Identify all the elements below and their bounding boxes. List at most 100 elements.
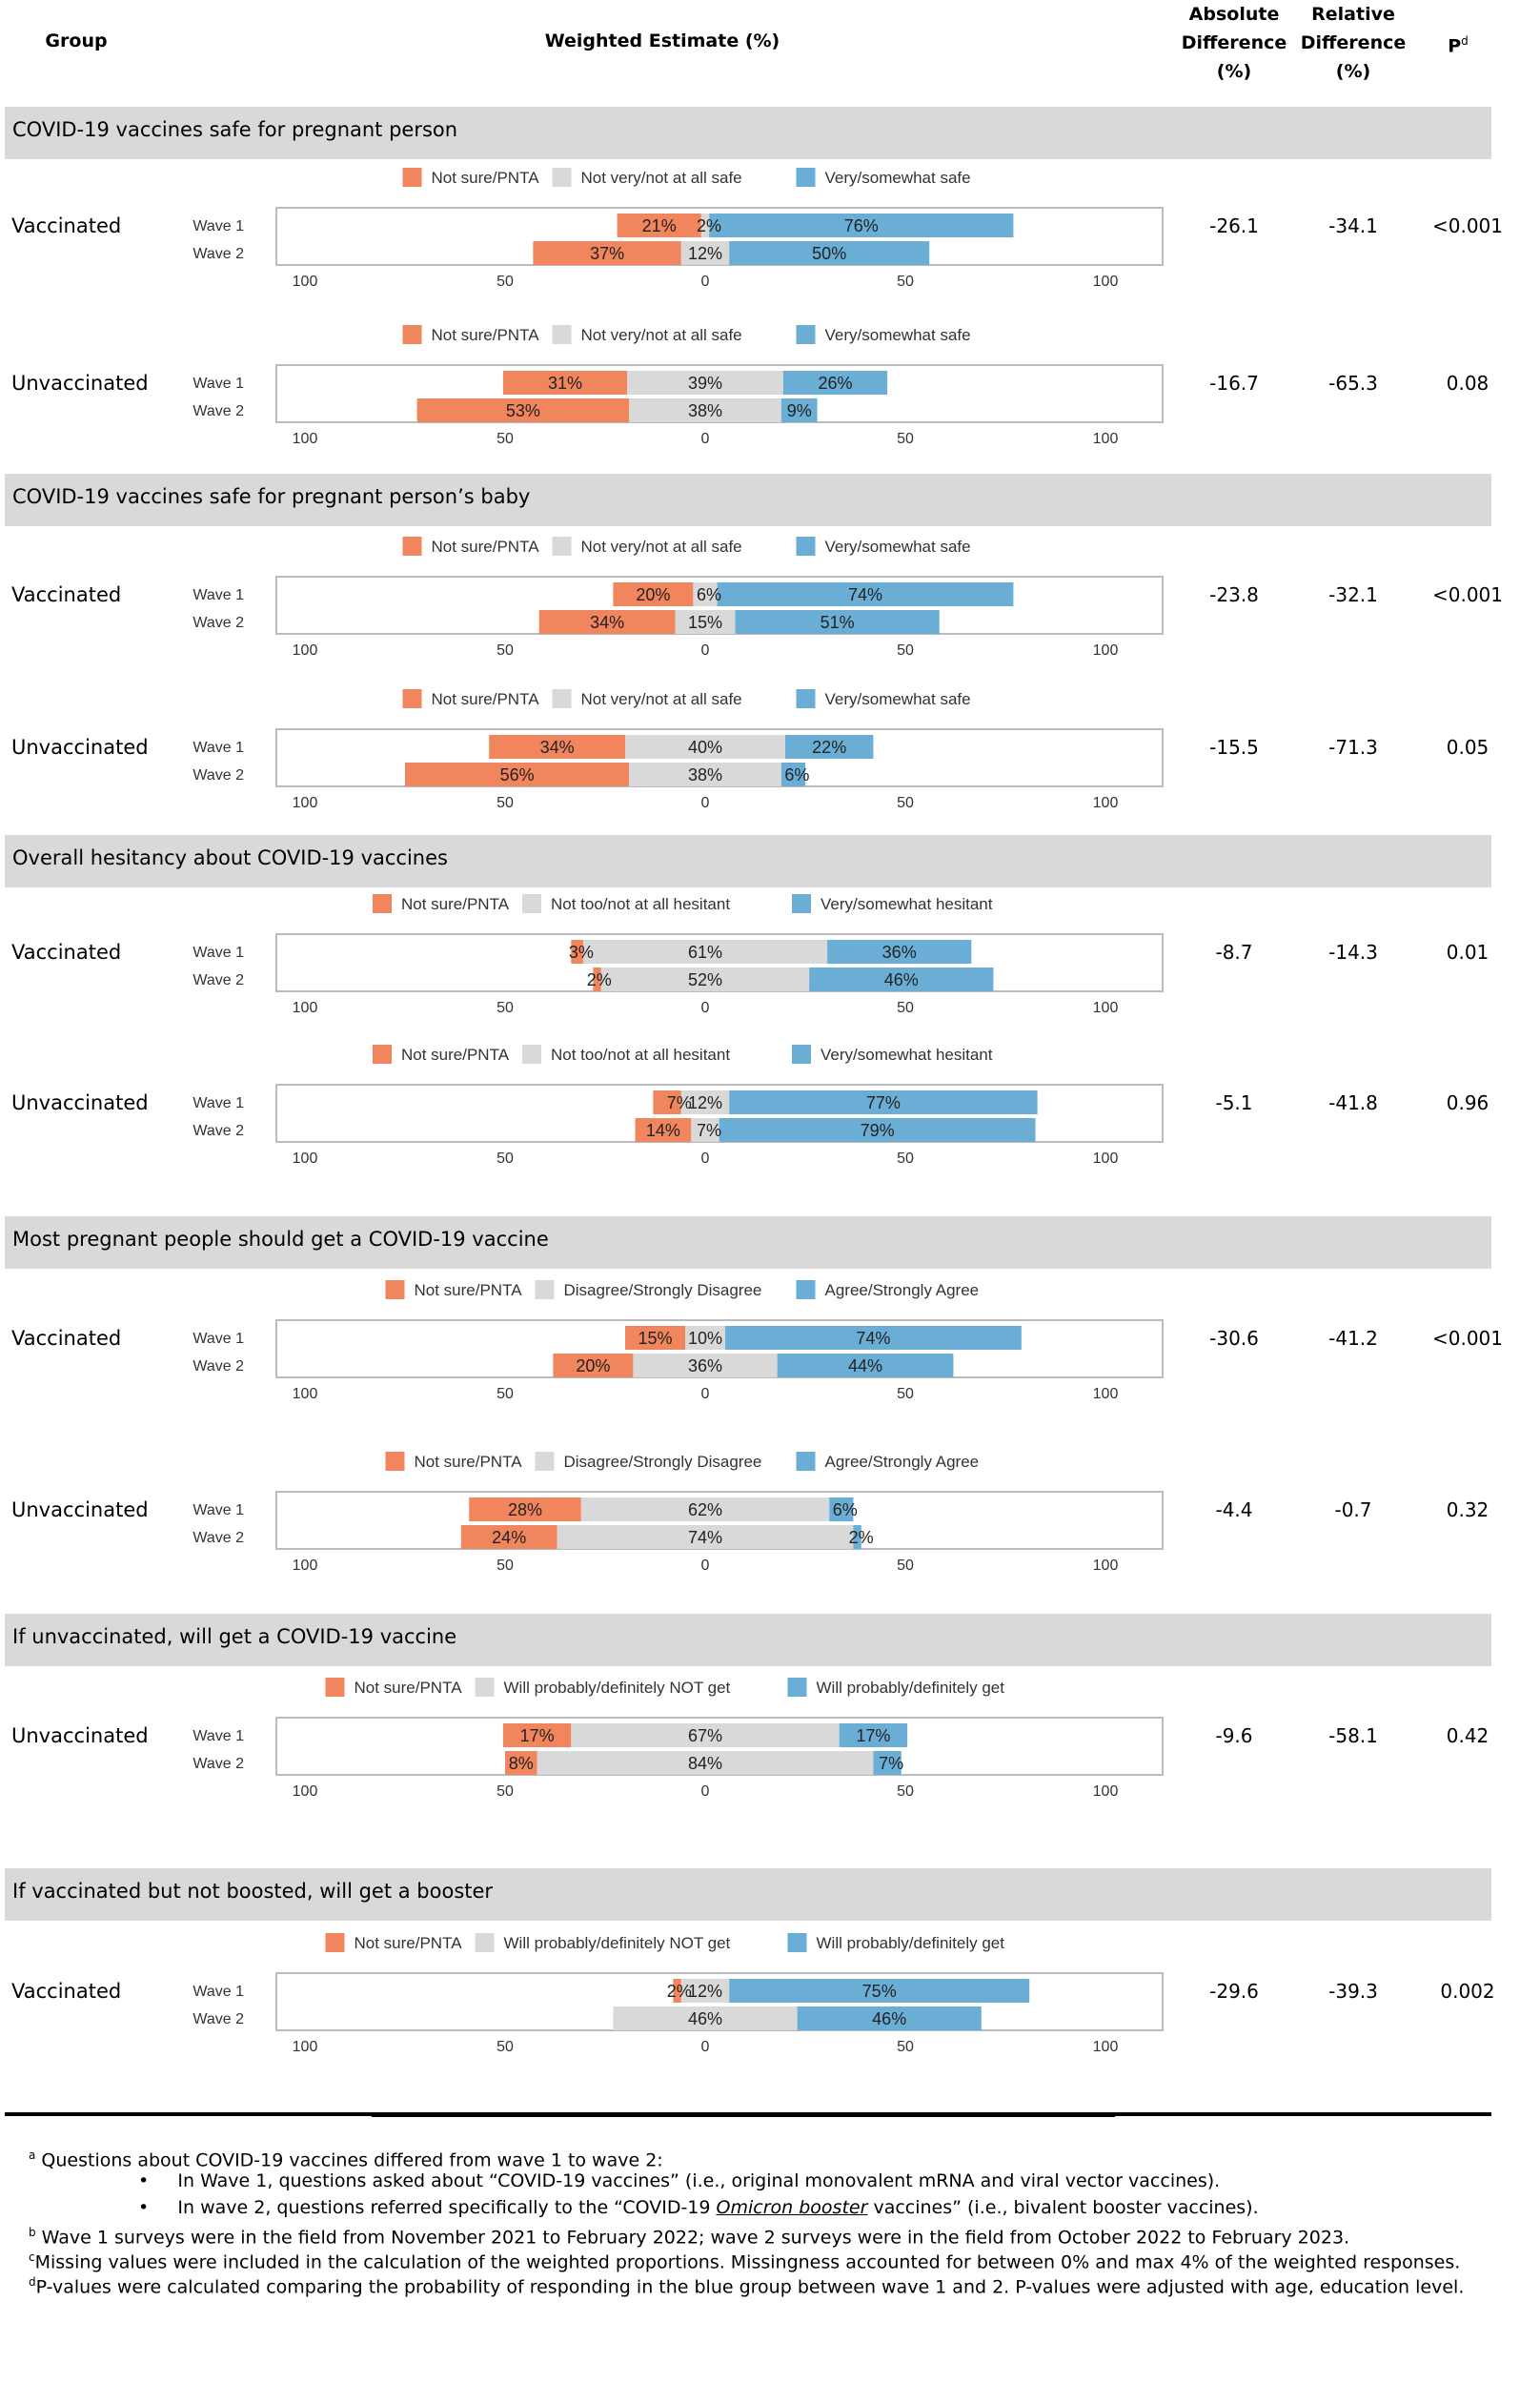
header-relative-difference: Relative Difference (%) (1291, 0, 1415, 86)
section-band: Most pregnant people should get a COVID-… (5, 1216, 1491, 1269)
header-rel-line1: Relative (1311, 4, 1395, 25)
bar-segment (693, 582, 718, 606)
legend-swatch (373, 1045, 392, 1064)
data-label: 26% (818, 374, 852, 393)
legend-swatch (792, 894, 811, 913)
data-label: 74% (856, 1329, 890, 1348)
axis-tick-label: 0 (701, 2039, 710, 2055)
data-label: 44% (848, 1356, 882, 1375)
bar-segment (617, 214, 701, 237)
data-label: 6% (833, 1500, 858, 1519)
axis-tick-label: 50 (496, 431, 514, 447)
legend-swatch (796, 1452, 816, 1471)
footnote-bullet-2-post: vaccines” (i.e., bivalent booster vaccin… (867, 2197, 1259, 2218)
bar-segment (797, 2006, 982, 2030)
data-label: 46% (884, 970, 919, 989)
data-label: 2% (667, 1982, 692, 2001)
bar-segment (673, 1979, 681, 2003)
likert-chart: Not sure/PNTA Will probably/definitely NO… (192, 1933, 1164, 2055)
legend-label: Not sure/PNTA (432, 690, 540, 708)
header-abs-line2: Difference (1181, 32, 1287, 53)
bar-segment (582, 940, 828, 964)
relative-difference-value: -41.8 (1328, 1091, 1378, 1114)
axis-tick-label: 100 (293, 2039, 318, 2055)
data-label: 15% (688, 613, 722, 632)
bar-segment (785, 735, 874, 759)
bar-segment (729, 1979, 1030, 2003)
p-value: 0.08 (1446, 372, 1489, 395)
legend-label: Agree/Strongly Agree (825, 1453, 980, 1471)
axis-tick-label: 0 (701, 1558, 710, 1574)
axis-tick-label: 100 (1093, 1151, 1119, 1167)
data-label: 37% (590, 244, 624, 263)
wave-label: Wave 2 (192, 2011, 244, 2027)
p-value: <0.001 (1431, 214, 1503, 237)
relative-difference-value: -71.3 (1328, 736, 1378, 759)
footnote-bullet-1: • In Wave 1, questions asked about “COVI… (138, 2170, 1221, 2191)
bar-segment (405, 763, 630, 786)
bar-segment (505, 1751, 537, 1775)
axis-tick-label: 0 (701, 274, 710, 290)
legend-label: Not sure/PNTA (415, 1453, 523, 1471)
header-p-sup: d (1461, 34, 1469, 48)
data-label: 2% (587, 970, 612, 989)
bar-segment (629, 398, 781, 422)
bar-segment (680, 241, 730, 265)
data-label: 77% (866, 1093, 901, 1112)
data-label: 74% (848, 585, 882, 604)
wave-label: Wave 2 (192, 246, 244, 262)
axis-tick-label: 50 (496, 1000, 514, 1016)
group-label: Vaccinated (11, 941, 122, 964)
legend-swatch (796, 168, 816, 187)
likert-chart: Not sure/PNTA Will probably/definitely NO… (192, 1678, 1164, 1800)
legend-swatch (792, 1045, 811, 1064)
axis-tick-label: 100 (1093, 274, 1119, 290)
section-title: Most pregnant people should get a COVID-… (12, 1228, 549, 1251)
footnote-b-sup: b (29, 2226, 36, 2239)
axis-tick-label: 100 (1093, 795, 1119, 811)
wave-label: Wave 1 (192, 376, 244, 392)
bar-segment (460, 1525, 557, 1549)
legend-swatch (796, 689, 816, 708)
footnote-bullet-2: • In wave 2, questions referred specific… (138, 2197, 1259, 2218)
section-title: Overall hesitancy about COVID-19 vaccine… (12, 846, 448, 869)
axis-tick-label: 100 (1093, 1386, 1119, 1402)
divider-thin (372, 2116, 1115, 2117)
legend-label: Very/somewhat hesitant (821, 895, 993, 913)
data-label: 20% (636, 585, 670, 604)
axis-tick-label: 100 (1093, 1558, 1119, 1574)
legend-label: Very/somewhat hesitant (821, 1046, 993, 1064)
legend-label: Very/somewhat safe (825, 538, 971, 556)
data-label: 21% (642, 216, 677, 235)
footnote-c-text: Missing values were included in the calc… (34, 2251, 1461, 2273)
axis-tick-label: 0 (701, 795, 710, 811)
bar-segment (625, 735, 785, 759)
group-label: Unvaccinated (11, 1724, 149, 1747)
bar-segment (829, 1497, 854, 1521)
absolute-difference-value: -4.4 (1215, 1498, 1253, 1521)
bar-segment (571, 940, 583, 964)
p-value: 0.96 (1446, 1091, 1489, 1114)
bar-segment (873, 1751, 902, 1775)
legend-swatch (535, 1280, 555, 1299)
legend-label: Not sure/PNTA (401, 895, 510, 913)
absolute-difference-value: -15.5 (1209, 736, 1259, 759)
relative-difference-value: -58.1 (1328, 1724, 1378, 1747)
wave-label: Wave 1 (192, 945, 244, 961)
legend-label: Will probably/definitely NOT get (504, 1934, 731, 1952)
p-value: 0.002 (1440, 1980, 1495, 2003)
footnote-b: b Wave 1 surveys were in the field from … (29, 2221, 1349, 2249)
bar-segment (629, 763, 781, 786)
legend-swatch (402, 537, 422, 556)
header-estimate: Weighted Estimate (%) (544, 31, 780, 51)
bar-segment (580, 1497, 830, 1521)
relative-difference-value: -65.3 (1328, 372, 1378, 395)
data-label: 79% (861, 1121, 895, 1140)
legend-swatch (552, 168, 572, 187)
wave-label: Wave 1 (192, 740, 244, 756)
data-label: 56% (500, 765, 535, 784)
wave-label: Wave 2 (192, 1123, 244, 1139)
absolute-difference-value: -16.7 (1209, 372, 1259, 395)
section-band: COVID-19 vaccines safe for pregnant pers… (5, 474, 1491, 526)
wave-label: Wave 2 (192, 403, 244, 419)
